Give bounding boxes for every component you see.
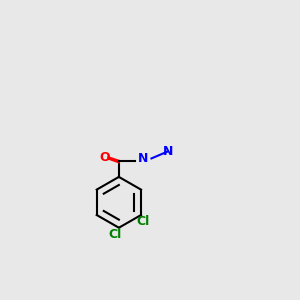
Text: Cl: Cl [109,228,122,241]
Text: N: N [163,145,173,158]
Text: N: N [138,152,148,165]
Text: Cl: Cl [137,215,150,229]
Text: O: O [100,151,110,164]
